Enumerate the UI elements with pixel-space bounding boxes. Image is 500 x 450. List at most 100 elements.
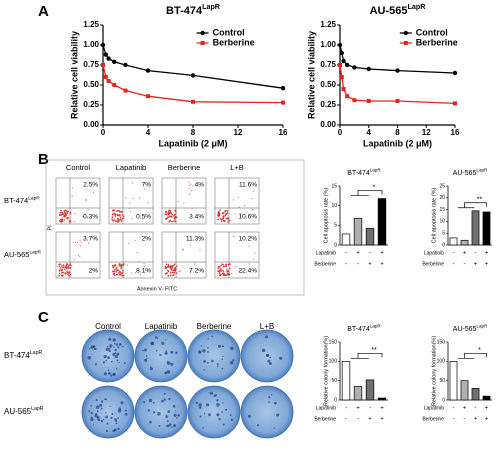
colony — [168, 397, 171, 401]
flow-event — [218, 210, 220, 213]
flow-event — [117, 214, 119, 217]
flow-event — [128, 242, 130, 245]
flow-event — [63, 214, 66, 217]
y-axis-label: Cell apoptosis rate (%) — [323, 188, 329, 244]
y-tick-label: 1.00 — [83, 40, 99, 49]
colony — [202, 427, 204, 429]
flow-event — [61, 268, 63, 271]
flow-event — [179, 270, 182, 272]
chart-title: BT-474LapR — [347, 324, 381, 333]
flow-event — [253, 213, 255, 215]
flow-event — [226, 270, 229, 273]
flow-event — [74, 213, 76, 215]
flow-event — [192, 185, 194, 187]
colony-dish — [240, 385, 294, 439]
treatment-sign: - — [369, 406, 371, 412]
colony — [222, 423, 225, 426]
flow-lower-percent: 7.2% — [189, 268, 204, 275]
colony — [164, 371, 168, 375]
flow-event — [169, 271, 172, 274]
data-point — [146, 94, 150, 99]
flow-lower-percent: 3.4% — [189, 214, 204, 221]
colony — [175, 410, 177, 412]
colony — [115, 343, 119, 346]
colony — [112, 429, 116, 433]
flow-event — [114, 215, 117, 217]
flow-event — [250, 236, 252, 238]
flow-event — [66, 270, 69, 272]
bar — [353, 386, 363, 401]
flow-event — [225, 213, 228, 215]
colony-row-label-main: AU-565 — [4, 407, 32, 416]
chart-title-sup: LapR — [408, 3, 427, 11]
colony — [266, 354, 269, 357]
panel-frame — [45, 159, 305, 296]
significance-bracket — [357, 352, 383, 359]
flow-event — [238, 206, 240, 208]
treatment-sign: - — [453, 262, 455, 268]
chart-title-main: AU-565 — [453, 326, 477, 333]
colony — [107, 356, 110, 360]
flow-event — [234, 213, 236, 215]
data-point — [106, 56, 111, 61]
treatment-sign: + — [474, 262, 478, 268]
bar — [341, 360, 351, 401]
colony — [108, 349, 111, 353]
flow-event — [117, 269, 120, 271]
treatment-sign: - — [345, 262, 347, 268]
colony — [207, 338, 209, 340]
colony — [108, 372, 111, 375]
y-tick-label: 100 — [437, 359, 446, 365]
y-tick-label: 150 — [329, 339, 338, 345]
bar — [377, 397, 387, 401]
colony — [265, 335, 268, 339]
panel-label: A — [38, 3, 49, 20]
colony — [279, 356, 283, 360]
colony — [96, 416, 100, 419]
chart-title-main: BT-474 — [347, 170, 370, 177]
flow-event — [63, 219, 66, 221]
flow-event — [122, 275, 125, 277]
colony — [87, 356, 91, 360]
flow-event — [80, 241, 82, 243]
colony — [166, 424, 170, 428]
colony — [211, 359, 214, 363]
colony — [105, 415, 109, 419]
flow-event — [68, 220, 71, 223]
colony — [202, 349, 206, 353]
flow-event — [222, 217, 224, 220]
colony — [110, 360, 113, 363]
flow-event — [63, 210, 66, 212]
colony — [143, 348, 147, 352]
flow-event — [188, 193, 191, 195]
data-point — [453, 101, 457, 106]
data-point — [395, 68, 400, 73]
flow-upper-percent: 3.7% — [83, 236, 98, 243]
data-point — [106, 79, 111, 83]
flow-event — [173, 216, 176, 219]
flow-event — [59, 267, 62, 269]
colony — [147, 409, 151, 412]
flow-event — [227, 263, 230, 266]
flow-event — [119, 216, 122, 219]
flow-event — [167, 216, 170, 218]
flow-event — [69, 273, 72, 276]
data-point — [341, 87, 346, 91]
treatment-sign: - — [345, 417, 347, 423]
flow-event — [169, 210, 172, 212]
flow-event — [217, 270, 219, 272]
colony — [177, 414, 180, 417]
colony — [165, 415, 169, 418]
colony — [273, 401, 277, 405]
flow-event — [199, 249, 201, 251]
colony — [176, 417, 178, 419]
flow-event — [60, 213, 63, 216]
flow-event — [117, 217, 119, 220]
significance-bracket — [464, 202, 487, 208]
flow-lower-percent: 22.4% — [239, 268, 258, 275]
flow-event — [174, 266, 176, 269]
flow-event — [68, 272, 70, 274]
y-tick-label: 0.50 — [320, 80, 336, 89]
legend-label: Control — [416, 27, 448, 37]
colony — [221, 411, 223, 413]
